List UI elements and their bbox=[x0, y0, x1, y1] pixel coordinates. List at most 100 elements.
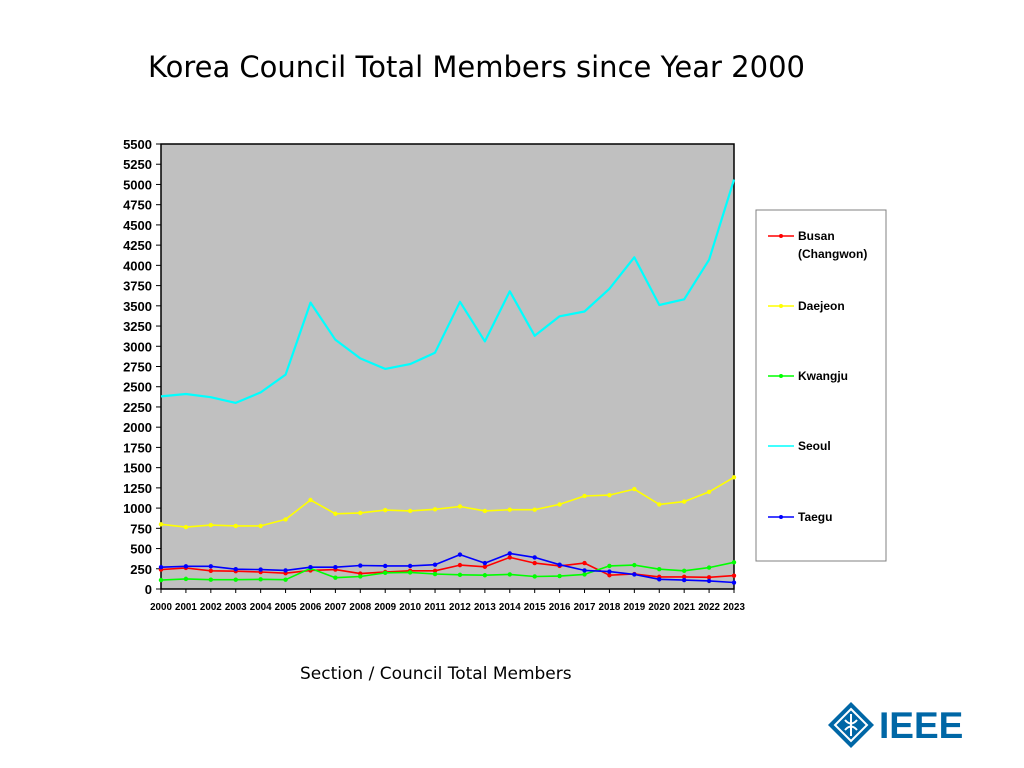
data-point bbox=[657, 566, 662, 572]
x-tick-label: 2015 bbox=[524, 602, 546, 613]
data-point bbox=[482, 560, 488, 566]
y-tick-label: 5000 bbox=[123, 177, 152, 192]
data-point bbox=[308, 497, 313, 503]
data-point bbox=[208, 577, 214, 582]
y-tick-label: 5500 bbox=[123, 137, 152, 152]
x-tick-label: 2013 bbox=[474, 602, 496, 613]
legend: Busan (Changwon) Daejeon Kwangju Seoul Taegu bbox=[755, 209, 887, 562]
data-point bbox=[706, 575, 712, 580]
y-tick-label: 1750 bbox=[123, 440, 152, 455]
x-tick-label: 2020 bbox=[648, 602, 670, 613]
data-point bbox=[233, 566, 238, 572]
data-point bbox=[208, 522, 214, 528]
data-point bbox=[657, 577, 662, 582]
data-point bbox=[607, 563, 612, 569]
x-tick-label: 2006 bbox=[300, 602, 322, 613]
legend-label: Seoul bbox=[798, 439, 831, 453]
data-point bbox=[457, 552, 463, 557]
data-point bbox=[632, 562, 637, 568]
data-point bbox=[706, 578, 712, 584]
y-tick-label: 3000 bbox=[123, 339, 152, 354]
data-point bbox=[183, 524, 189, 530]
x-tick-label: 2012 bbox=[449, 602, 471, 613]
data-point bbox=[258, 567, 263, 572]
data-point bbox=[507, 572, 512, 577]
data-point bbox=[432, 507, 438, 512]
chart-caption: Section / Council Total Members bbox=[300, 664, 572, 684]
data-point bbox=[507, 551, 512, 556]
data-point bbox=[358, 574, 363, 579]
data-point bbox=[233, 523, 238, 529]
data-point bbox=[158, 564, 164, 570]
y-tick-label: 4250 bbox=[123, 238, 152, 253]
x-tick-label: 2000 bbox=[150, 602, 172, 613]
y-tick-label: 1000 bbox=[123, 501, 152, 516]
data-point bbox=[407, 508, 413, 514]
data-point bbox=[208, 564, 214, 569]
data-point bbox=[407, 570, 413, 575]
x-tick-label: 2011 bbox=[424, 602, 446, 613]
data-point bbox=[283, 517, 288, 522]
legend-marker bbox=[779, 374, 783, 378]
data-point bbox=[158, 577, 164, 583]
data-point bbox=[208, 568, 214, 573]
data-point bbox=[607, 569, 612, 574]
data-point bbox=[532, 574, 537, 579]
data-point bbox=[681, 568, 687, 573]
data-point bbox=[681, 499, 687, 504]
data-point bbox=[283, 568, 288, 573]
data-point bbox=[731, 580, 737, 585]
legend-label: Kwangju bbox=[798, 369, 848, 383]
x-tick-label: 2003 bbox=[225, 602, 247, 613]
legend-marker bbox=[779, 234, 783, 238]
legend-label: Taegu bbox=[798, 510, 832, 524]
y-tick-label: 2500 bbox=[123, 380, 152, 395]
data-point bbox=[183, 576, 189, 582]
data-point bbox=[731, 573, 737, 578]
data-point bbox=[432, 562, 438, 567]
series-line-taegu bbox=[160, 552, 735, 584]
data-point bbox=[482, 508, 488, 514]
legend-box bbox=[755, 209, 887, 562]
data-point bbox=[582, 493, 587, 499]
y-tick-label: 5250 bbox=[123, 157, 152, 172]
data-point bbox=[632, 486, 637, 492]
y-tick-label: 3250 bbox=[123, 319, 152, 334]
data-point bbox=[681, 577, 687, 583]
y-axis: 0 250 500 750 1000 1250 1500 1750 2000 2250 2500 27… bbox=[123, 137, 161, 597]
y-tick-label: 500 bbox=[130, 542, 152, 557]
x-tick-label: 2019 bbox=[623, 602, 645, 613]
data-point bbox=[607, 492, 612, 498]
x-tick-label: 2018 bbox=[599, 602, 621, 613]
data-point bbox=[457, 504, 463, 509]
y-tick-label: 1500 bbox=[123, 461, 152, 476]
data-point bbox=[731, 475, 737, 480]
ieee-logo: IEEE bbox=[828, 702, 963, 748]
data-point bbox=[532, 555, 537, 560]
series-line-kwangju bbox=[160, 561, 735, 581]
data-point bbox=[507, 507, 512, 512]
y-tick-label: 4750 bbox=[123, 198, 152, 213]
data-point bbox=[706, 489, 712, 495]
plot-area bbox=[160, 143, 735, 590]
x-tick-label: 2005 bbox=[275, 602, 297, 613]
data-point bbox=[457, 562, 463, 568]
ieee-diamond-icon bbox=[828, 702, 874, 748]
data-point bbox=[731, 560, 737, 565]
data-point bbox=[233, 577, 238, 582]
data-point bbox=[358, 563, 363, 568]
data-point bbox=[532, 507, 537, 512]
x-tick-label: 2023 bbox=[723, 602, 745, 613]
data-point bbox=[582, 572, 587, 577]
data-point bbox=[681, 574, 687, 580]
y-tick-label: 0 bbox=[145, 582, 152, 597]
x-tick-label: 2014 bbox=[499, 602, 521, 613]
data-point bbox=[507, 555, 512, 560]
data-point bbox=[383, 507, 388, 513]
data-point bbox=[532, 560, 537, 566]
data-point bbox=[383, 570, 388, 576]
data-point bbox=[158, 522, 164, 527]
y-tick-label: 250 bbox=[130, 562, 152, 577]
data-point bbox=[333, 511, 338, 516]
